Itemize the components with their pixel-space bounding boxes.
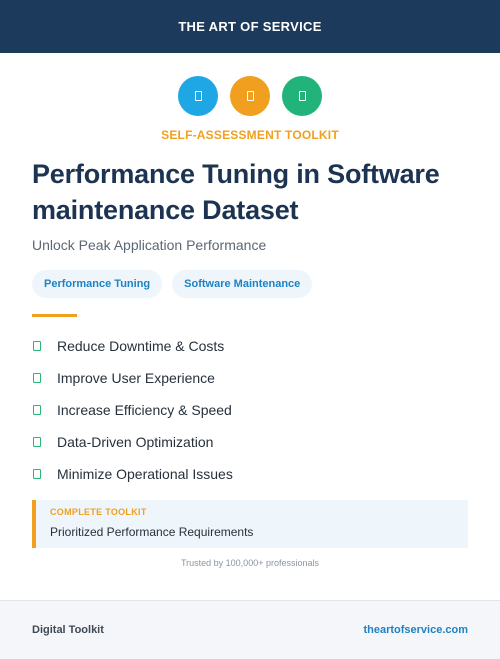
- brand-title: THE ART OF SERVICE: [178, 19, 322, 34]
- document-icon: [178, 76, 218, 116]
- list-item: Increase Efficiency & Speed: [32, 394, 233, 426]
- document-icon: [230, 76, 270, 116]
- tag-list: Performance Tuning Software Maintenance: [32, 270, 313, 298]
- tag-software-maintenance[interactable]: Software Maintenance: [172, 270, 313, 298]
- footer-bar: Digital Toolkit theartofservice.com: [0, 600, 500, 659]
- page-subtitle: Unlock Peak Application Performance: [32, 237, 267, 253]
- document-icon: [282, 76, 322, 116]
- check-icon: [33, 373, 41, 383]
- list-item: Reduce Downtime & Costs: [32, 330, 233, 362]
- callout-kicker: COMPLETE TOOLKIT: [50, 507, 147, 517]
- tag-performance-tuning[interactable]: Performance Tuning: [32, 270, 163, 298]
- benefit-list: Reduce Downtime & Costs Improve User Exp…: [32, 330, 233, 490]
- benefit-label: Improve User Experience: [57, 370, 215, 386]
- callout-text: Prioritized Performance Requirements: [50, 525, 254, 539]
- icon-row: [0, 76, 500, 116]
- list-item: Data-Driven Optimization: [32, 426, 233, 458]
- benefit-label: Minimize Operational Issues: [57, 466, 233, 482]
- page-title: Performance Tuning in Software maintenan…: [32, 159, 440, 225]
- check-icon: [33, 437, 41, 447]
- footer-label: Digital Toolkit: [32, 624, 104, 636]
- check-icon: [33, 341, 41, 351]
- check-icon: [33, 469, 41, 479]
- header-bar: THE ART OF SERVICE: [0, 0, 500, 53]
- toolkit-callout: COMPLETE TOOLKIT Prioritized Performance…: [32, 500, 468, 548]
- benefit-label: Increase Efficiency & Speed: [57, 402, 232, 418]
- check-icon: [33, 405, 41, 415]
- list-item: Improve User Experience: [32, 362, 233, 394]
- list-item: Minimize Operational Issues: [32, 458, 233, 490]
- benefit-label: Reduce Downtime & Costs: [57, 338, 225, 354]
- benefit-label: Data-Driven Optimization: [57, 434, 214, 450]
- accent-divider: [32, 314, 77, 317]
- trust-note: Trusted by 100,000+ professionals: [180, 558, 319, 568]
- website-link[interactable]: theartofservice.com: [363, 624, 468, 636]
- toolkit-kicker: SELF-ASSESSMENT TOOLKIT: [161, 128, 339, 142]
